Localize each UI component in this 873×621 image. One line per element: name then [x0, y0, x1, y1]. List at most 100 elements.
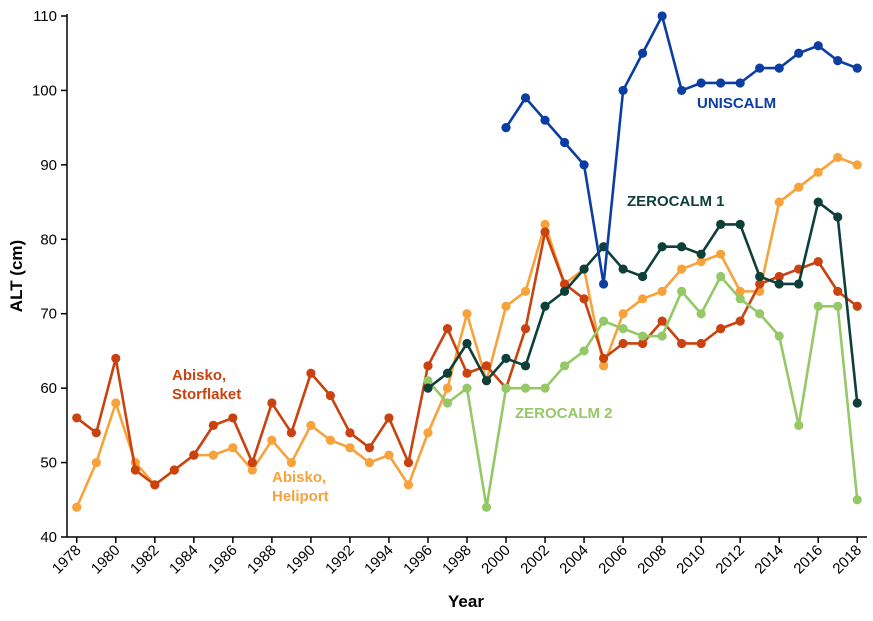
data-point	[247, 457, 257, 468]
x-tick-label: 2004	[556, 542, 592, 578]
data-point	[696, 257, 706, 267]
data-point	[442, 324, 453, 334]
x-tick-label: 1996	[400, 542, 436, 578]
x-tick-label: 1978	[49, 542, 85, 578]
data-point	[833, 152, 843, 163]
data-point	[579, 294, 589, 304]
series-label: Abisko, Heliport	[272, 469, 329, 505]
data-point	[325, 435, 336, 445]
data-point	[833, 212, 843, 222]
x-tick-label: 1992	[322, 542, 358, 578]
data-point	[638, 331, 648, 341]
data-point	[716, 271, 726, 282]
data-point	[813, 257, 823, 267]
data-point	[520, 383, 531, 393]
data-point	[755, 271, 765, 282]
data-point	[774, 271, 784, 282]
data-point	[559, 286, 570, 296]
data-point	[852, 301, 862, 311]
data-point	[481, 376, 492, 386]
data-point	[677, 286, 687, 296]
data-point	[735, 286, 745, 296]
data-point	[481, 502, 492, 512]
data-point	[462, 338, 472, 349]
data-point	[520, 286, 531, 296]
data-point	[579, 346, 589, 356]
data-point	[540, 115, 550, 125]
series-line	[75, 230, 859, 487]
data-point	[540, 219, 550, 229]
data-point	[852, 398, 862, 408]
x-tick-label: 2014	[751, 542, 787, 578]
data-point	[520, 324, 531, 334]
data-point	[150, 480, 160, 490]
data-point	[696, 309, 706, 319]
data-point	[774, 331, 784, 341]
data-point	[735, 316, 745, 326]
data-point	[598, 353, 609, 363]
data-point	[579, 264, 589, 274]
data-point	[423, 376, 433, 386]
data-point	[384, 413, 394, 423]
data-point	[364, 443, 375, 453]
data-point	[423, 428, 433, 438]
data-point	[306, 420, 316, 430]
x-tick-label: 2018	[829, 542, 865, 578]
data-point	[384, 450, 394, 460]
data-point	[189, 450, 199, 460]
data-point	[657, 286, 667, 296]
data-point	[755, 309, 765, 319]
data-point	[462, 309, 472, 319]
data-point	[813, 301, 823, 311]
data-point	[72, 413, 82, 423]
data-point	[462, 383, 472, 393]
y-tick-label: 110	[33, 8, 57, 25]
data-point	[657, 316, 667, 326]
data-point	[618, 264, 628, 274]
x-tick-label: 1986	[205, 542, 241, 578]
y-tick-label: 100	[32, 82, 57, 99]
data-point	[501, 123, 511, 133]
series-label: ZEROCALM 1	[627, 193, 725, 210]
x-tick-label: 2010	[673, 542, 709, 578]
series-label: UNISCALM	[697, 95, 777, 112]
data-point	[794, 279, 804, 289]
x-axis-label: Year	[448, 592, 484, 611]
data-point	[755, 63, 765, 73]
data-point	[677, 242, 687, 252]
data-point	[794, 420, 804, 430]
data-point	[677, 338, 687, 349]
x-tick-label: 2002	[517, 542, 553, 578]
data-point	[735, 219, 745, 229]
y-tick-label: 90	[40, 157, 57, 174]
data-point	[794, 48, 804, 58]
x-tick-label: 2006	[595, 542, 631, 578]
data-point	[579, 160, 589, 170]
y-tick-label: 40	[40, 529, 57, 546]
data-point	[520, 361, 531, 371]
data-point	[638, 271, 648, 282]
data-point	[345, 428, 355, 438]
x-tick-label: 2012	[712, 542, 748, 578]
data-point	[403, 457, 414, 468]
data-point	[696, 78, 706, 88]
data-point	[618, 85, 628, 96]
data-point	[345, 443, 355, 453]
data-point	[442, 398, 453, 408]
data-point	[208, 420, 218, 430]
data-point	[755, 279, 765, 289]
data-point	[169, 465, 179, 475]
data-point	[774, 279, 784, 289]
data-point	[286, 457, 296, 468]
data-point	[618, 338, 628, 349]
y-axis-label: ALT (cm)	[7, 240, 26, 312]
series-line	[426, 275, 859, 509]
data-point	[72, 502, 82, 512]
data-point	[540, 227, 550, 237]
data-point	[794, 182, 804, 192]
data-point	[540, 301, 550, 311]
data-point	[501, 353, 511, 363]
data-point	[423, 361, 433, 371]
x-tick-label: 2000	[478, 542, 514, 578]
data-point	[638, 48, 648, 58]
